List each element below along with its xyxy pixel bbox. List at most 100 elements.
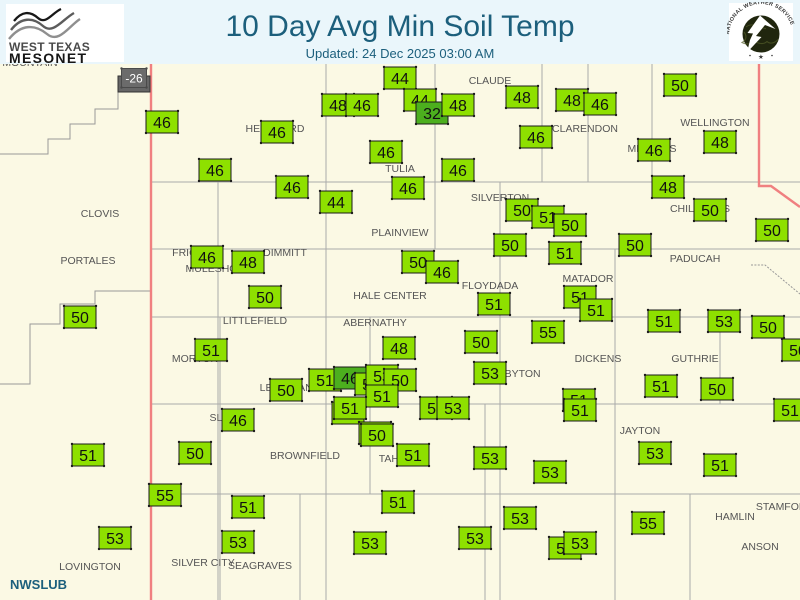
svg-text:LITTLEFIELD: LITTLEFIELD: [223, 315, 288, 327]
svg-text:53: 53: [444, 401, 462, 418]
svg-text:51: 51: [79, 448, 97, 465]
svg-text:NWSLUB: NWSLUB: [10, 577, 67, 592]
svg-text:48: 48: [659, 180, 677, 197]
svg-text:46: 46: [399, 181, 417, 198]
svg-text:51: 51: [571, 403, 589, 420]
svg-text:51: 51: [404, 448, 422, 465]
svg-text:50: 50: [626, 238, 644, 255]
svg-text:46: 46: [268, 125, 286, 142]
svg-text:PADUCAH: PADUCAH: [670, 253, 721, 265]
svg-text:55: 55: [539, 325, 557, 342]
svg-text:DIMMITT: DIMMITT: [263, 247, 307, 259]
svg-text:53: 53: [646, 446, 664, 463]
svg-text:48: 48: [329, 98, 347, 115]
svg-text:51: 51: [389, 495, 407, 512]
svg-text:50: 50: [71, 310, 89, 327]
svg-text:51: 51: [781, 403, 799, 420]
svg-text:51: 51: [373, 389, 391, 406]
svg-text:46: 46: [153, 115, 171, 132]
svg-text:MATADOR: MATADOR: [563, 273, 614, 285]
svg-text:50: 50: [561, 218, 579, 235]
svg-text:51: 51: [655, 314, 673, 331]
svg-text:53: 53: [541, 465, 559, 482]
svg-text:50: 50: [759, 320, 777, 337]
svg-text:51: 51: [316, 373, 334, 390]
svg-text:46: 46: [206, 163, 224, 180]
svg-text:50: 50: [256, 290, 274, 307]
svg-text:53: 53: [481, 451, 499, 468]
svg-text:46: 46: [527, 130, 545, 147]
svg-text:50: 50: [789, 343, 800, 360]
svg-text:50: 50: [368, 428, 386, 445]
svg-text:MOUNTAIN: MOUNTAIN: [2, 64, 57, 69]
svg-text:48: 48: [239, 255, 257, 272]
svg-text:53: 53: [466, 531, 484, 548]
svg-text:FLOYDADA: FLOYDADA: [462, 280, 519, 292]
svg-text:51: 51: [239, 500, 257, 517]
svg-text:★: ★: [758, 53, 764, 61]
svg-text:51: 51: [341, 401, 359, 418]
svg-text:CLOVIS: CLOVIS: [81, 208, 120, 220]
svg-text:50: 50: [701, 203, 719, 220]
svg-text:SILVER CITY: SILVER CITY: [171, 557, 234, 569]
svg-text:51: 51: [652, 379, 670, 396]
svg-text:50: 50: [501, 238, 519, 255]
svg-text:46: 46: [229, 413, 247, 430]
svg-text:HALE CENTER: HALE CENTER: [353, 290, 427, 302]
svg-text:53: 53: [511, 511, 529, 528]
svg-text:55: 55: [639, 516, 657, 533]
svg-text:-26: -26: [125, 71, 143, 85]
svg-text:46: 46: [377, 145, 395, 162]
svg-text:48: 48: [513, 90, 531, 107]
svg-text:53: 53: [229, 535, 247, 552]
svg-text:CLAUDE: CLAUDE: [469, 75, 512, 87]
svg-text:DICKENS: DICKENS: [575, 353, 622, 365]
svg-text:ABERNATHY: ABERNATHY: [343, 317, 406, 329]
svg-text:46: 46: [591, 97, 609, 114]
svg-text:51: 51: [202, 343, 220, 360]
svg-text:TULIA: TULIA: [385, 163, 415, 175]
svg-text:STAMFORD: STAMFORD: [756, 501, 800, 513]
svg-text:PLAINVIEW: PLAINVIEW: [371, 227, 428, 239]
svg-text:LOVINGTON: LOVINGTON: [59, 561, 121, 573]
svg-text:51: 51: [587, 303, 605, 320]
svg-text:53: 53: [106, 531, 124, 548]
svg-text:32: 32: [423, 106, 441, 123]
svg-text:50: 50: [277, 383, 295, 400]
svg-text:53: 53: [715, 314, 733, 331]
svg-text:50: 50: [513, 203, 531, 220]
svg-text:SEAGRAVES: SEAGRAVES: [228, 560, 292, 572]
svg-text:ANSON: ANSON: [741, 541, 778, 553]
svg-text:JAYTON: JAYTON: [620, 425, 660, 437]
svg-text:46: 46: [353, 98, 371, 115]
svg-text:53: 53: [481, 366, 499, 383]
svg-text:50: 50: [671, 78, 689, 95]
svg-text:51: 51: [556, 246, 574, 263]
svg-text:CLARENDON: CLARENDON: [552, 123, 618, 135]
svg-text:46: 46: [433, 265, 451, 282]
svg-text:GUTHRIE: GUTHRIE: [671, 353, 718, 365]
svg-text:50: 50: [472, 335, 490, 352]
svg-text:53: 53: [571, 536, 589, 553]
svg-text:44: 44: [327, 195, 345, 212]
svg-text:44: 44: [391, 71, 409, 88]
svg-text:46: 46: [283, 180, 301, 197]
svg-text:46: 46: [198, 250, 216, 267]
svg-text:50: 50: [186, 446, 204, 463]
svg-text:50: 50: [708, 382, 726, 399]
svg-text:HAMLIN: HAMLIN: [715, 511, 755, 523]
svg-text:48: 48: [390, 341, 408, 358]
svg-text:50: 50: [763, 223, 781, 240]
svg-text:50: 50: [409, 255, 427, 272]
svg-text:46: 46: [449, 163, 467, 180]
svg-text:PORTALES: PORTALES: [60, 255, 115, 267]
svg-text:51: 51: [711, 458, 729, 475]
svg-text:48: 48: [711, 135, 729, 152]
svg-text:55: 55: [156, 488, 174, 505]
svg-text:53: 53: [361, 536, 379, 553]
svg-text:48: 48: [563, 93, 581, 110]
svg-text:48: 48: [449, 98, 467, 115]
svg-text:BROWNFIELD: BROWNFIELD: [270, 450, 340, 462]
svg-text:WELLINGTON: WELLINGTON: [680, 117, 749, 129]
svg-text:46: 46: [645, 143, 663, 160]
